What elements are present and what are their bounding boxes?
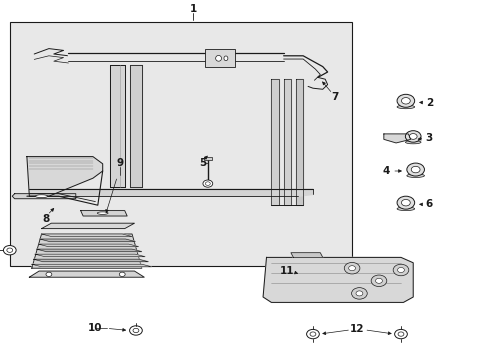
Circle shape: [397, 332, 403, 336]
Circle shape: [396, 94, 414, 107]
Circle shape: [397, 267, 404, 273]
Circle shape: [405, 131, 420, 142]
Ellipse shape: [36, 195, 48, 198]
Polygon shape: [110, 65, 124, 187]
Text: 1: 1: [189, 4, 196, 14]
Polygon shape: [37, 249, 142, 252]
Polygon shape: [81, 211, 127, 216]
Polygon shape: [263, 257, 412, 302]
Circle shape: [351, 288, 366, 299]
Ellipse shape: [396, 105, 414, 109]
Circle shape: [401, 199, 409, 206]
Ellipse shape: [97, 212, 108, 214]
Polygon shape: [129, 65, 142, 187]
Ellipse shape: [406, 174, 424, 177]
Polygon shape: [12, 194, 76, 199]
Polygon shape: [383, 134, 410, 143]
Ellipse shape: [396, 207, 414, 211]
Circle shape: [205, 182, 210, 185]
Text: 2: 2: [425, 98, 432, 108]
Polygon shape: [32, 264, 151, 267]
Circle shape: [203, 180, 212, 187]
Text: 6: 6: [425, 199, 432, 210]
Ellipse shape: [224, 56, 227, 60]
Polygon shape: [29, 189, 312, 196]
Ellipse shape: [405, 140, 420, 144]
Circle shape: [119, 272, 125, 276]
Circle shape: [309, 332, 315, 336]
Circle shape: [348, 266, 355, 271]
Text: 10: 10: [88, 323, 102, 333]
Polygon shape: [68, 53, 283, 61]
Polygon shape: [27, 157, 102, 196]
Bar: [203, 157, 211, 160]
Circle shape: [406, 163, 424, 176]
Circle shape: [355, 291, 362, 296]
Text: 7: 7: [330, 92, 338, 102]
Circle shape: [408, 134, 416, 139]
Text: 5: 5: [199, 158, 206, 168]
Polygon shape: [33, 259, 148, 262]
Circle shape: [133, 328, 139, 333]
Polygon shape: [41, 234, 132, 237]
Circle shape: [344, 262, 359, 274]
Text: 4: 4: [382, 166, 389, 176]
Circle shape: [396, 196, 414, 209]
Polygon shape: [29, 271, 144, 277]
Polygon shape: [40, 239, 135, 242]
Text: 11: 11: [280, 266, 294, 276]
Circle shape: [306, 329, 319, 339]
Bar: [10, 22, 351, 266]
Circle shape: [3, 246, 16, 255]
Polygon shape: [32, 234, 142, 268]
Circle shape: [410, 166, 419, 173]
Bar: [205, 49, 234, 67]
Ellipse shape: [215, 55, 221, 61]
Text: 3: 3: [425, 132, 432, 143]
Circle shape: [7, 248, 13, 252]
Polygon shape: [283, 79, 290, 205]
Circle shape: [392, 264, 408, 276]
Circle shape: [394, 329, 407, 339]
Polygon shape: [41, 223, 134, 229]
Text: 9: 9: [116, 158, 123, 168]
Polygon shape: [38, 244, 138, 247]
Polygon shape: [35, 254, 145, 257]
Circle shape: [370, 275, 386, 287]
Circle shape: [401, 98, 409, 104]
Text: 12: 12: [349, 324, 364, 334]
Polygon shape: [271, 79, 278, 205]
Polygon shape: [290, 253, 322, 257]
Circle shape: [375, 278, 382, 283]
Polygon shape: [295, 79, 303, 205]
Text: 8: 8: [43, 214, 50, 224]
Circle shape: [46, 272, 52, 276]
Circle shape: [129, 326, 142, 335]
